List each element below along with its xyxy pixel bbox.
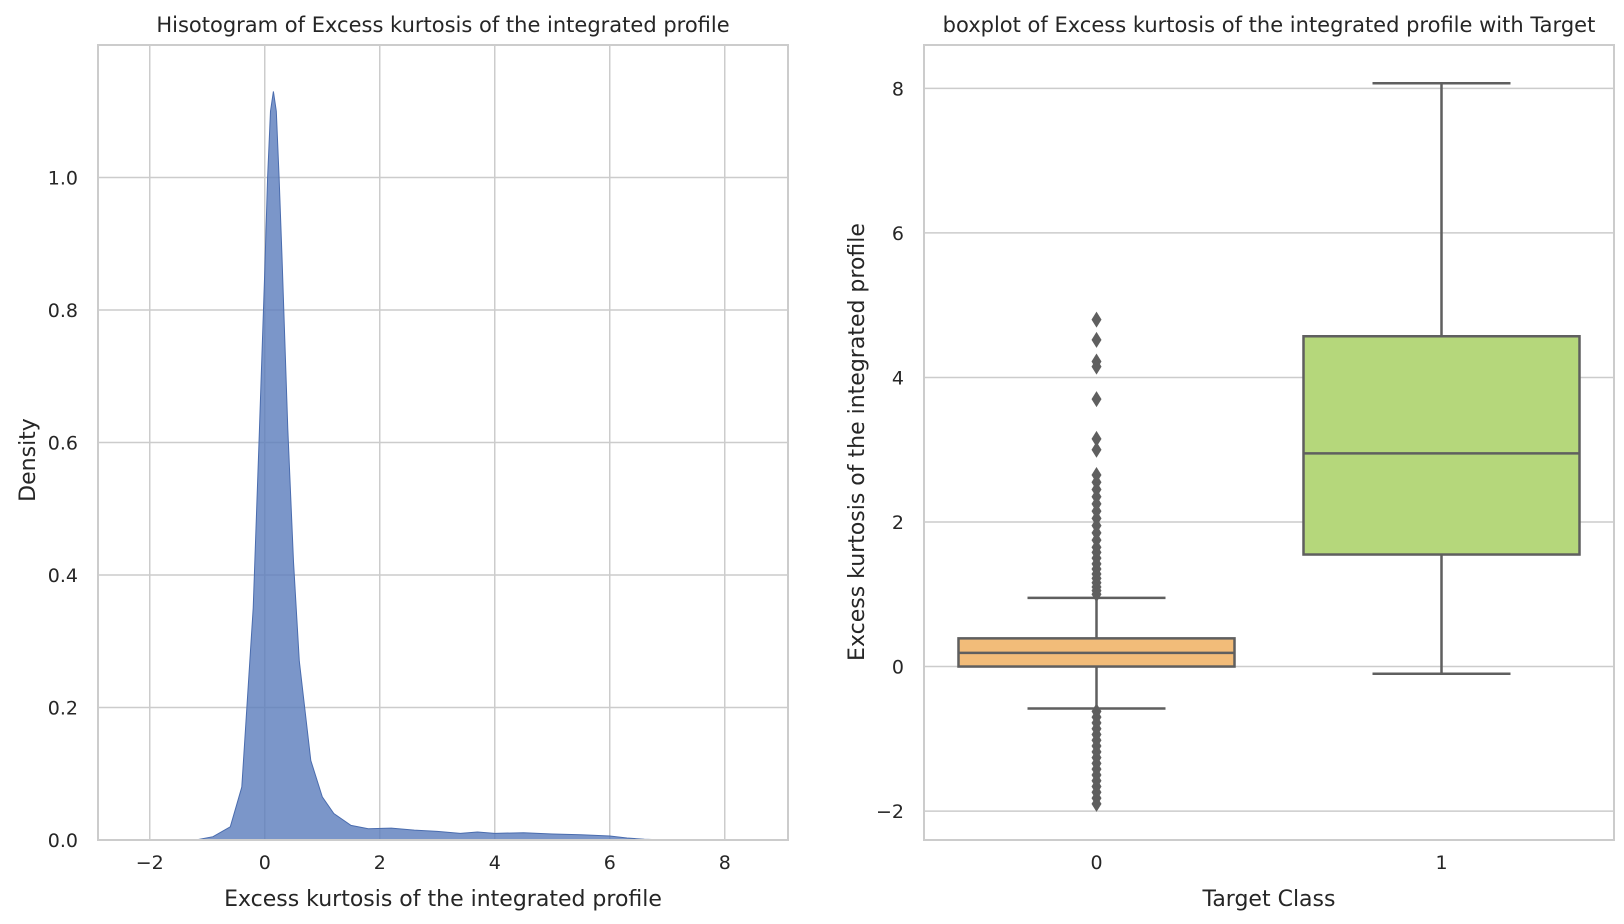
density-x-tick-label: 4 xyxy=(489,852,501,874)
box-body xyxy=(1302,335,1581,556)
boxplot-y-tick-label: −2 xyxy=(876,801,904,823)
density-plot-panel: −2 0 2 4 6 8 0.0 0.2 0.4 0.6 0.8 1.0 Hisotogram of… xyxy=(16,13,789,912)
box-group-0 xyxy=(957,311,1236,812)
density-x-tick-label: −2 xyxy=(136,852,164,874)
density-y-tick-label: 0.6 xyxy=(48,433,78,455)
outlier-marker xyxy=(1091,586,1102,603)
boxplot-title: boxplot of Excess kurtosis of the integr… xyxy=(943,13,1596,37)
density-y-label: Density xyxy=(16,418,41,502)
boxplot-y-tick-label: 4 xyxy=(892,367,904,389)
boxplot-y-tick-label: 8 xyxy=(892,78,904,100)
outlier-marker xyxy=(1091,311,1102,328)
outlier-marker xyxy=(1091,795,1102,812)
outlier-marker xyxy=(1091,358,1102,375)
boxplot-boxes xyxy=(957,82,1581,812)
outlier-marker xyxy=(1091,441,1102,458)
boxplot-y-tick-label: 2 xyxy=(892,512,904,534)
density-x-label: Excess kurtosis of the integrated profil… xyxy=(224,887,662,912)
boxplot-y-ticks: −2 0 2 4 6 8 xyxy=(876,78,904,823)
density-y-tick-label: 0.2 xyxy=(48,698,78,720)
outlier-marker xyxy=(1091,391,1102,408)
density-x-tick-label: 6 xyxy=(604,852,616,874)
density-x-tick-label: 2 xyxy=(374,852,386,874)
density-gridlines xyxy=(98,45,788,841)
density-plot-frame xyxy=(97,44,789,841)
density-y-tick-label: 0.0 xyxy=(48,830,78,852)
density-area xyxy=(98,91,788,841)
outlier-marker xyxy=(1091,430,1102,447)
box-group-1 xyxy=(1302,82,1581,676)
outlier-marker xyxy=(1091,331,1102,348)
boxplot-y-tick-label: 6 xyxy=(892,223,904,245)
density-x-ticks: −2 0 2 4 6 8 xyxy=(136,852,731,874)
density-x-tick-label: 8 xyxy=(719,852,731,874)
density-title: Hisotogram of Excess kurtosis of the int… xyxy=(156,13,729,37)
boxplot-x-tick-label: 0 xyxy=(1090,852,1102,874)
boxplot-x-label: Target Class xyxy=(1202,887,1336,912)
density-x-tick-label: 0 xyxy=(259,852,271,874)
boxplot-frame xyxy=(923,44,1615,841)
density-y-tick-label: 0.4 xyxy=(48,565,78,587)
boxplot-y-tick-label: 0 xyxy=(892,657,904,679)
density-y-tick-label: 0.8 xyxy=(48,300,78,322)
density-y-tick-label: 1.0 xyxy=(48,168,78,190)
boxplot-y-label: Excess kurtosis of the integrated profil… xyxy=(845,223,870,661)
density-y-ticks: 0.0 0.2 0.4 0.6 0.8 1.0 xyxy=(48,168,78,853)
boxplot-x-tick-label: 1 xyxy=(1435,852,1447,874)
